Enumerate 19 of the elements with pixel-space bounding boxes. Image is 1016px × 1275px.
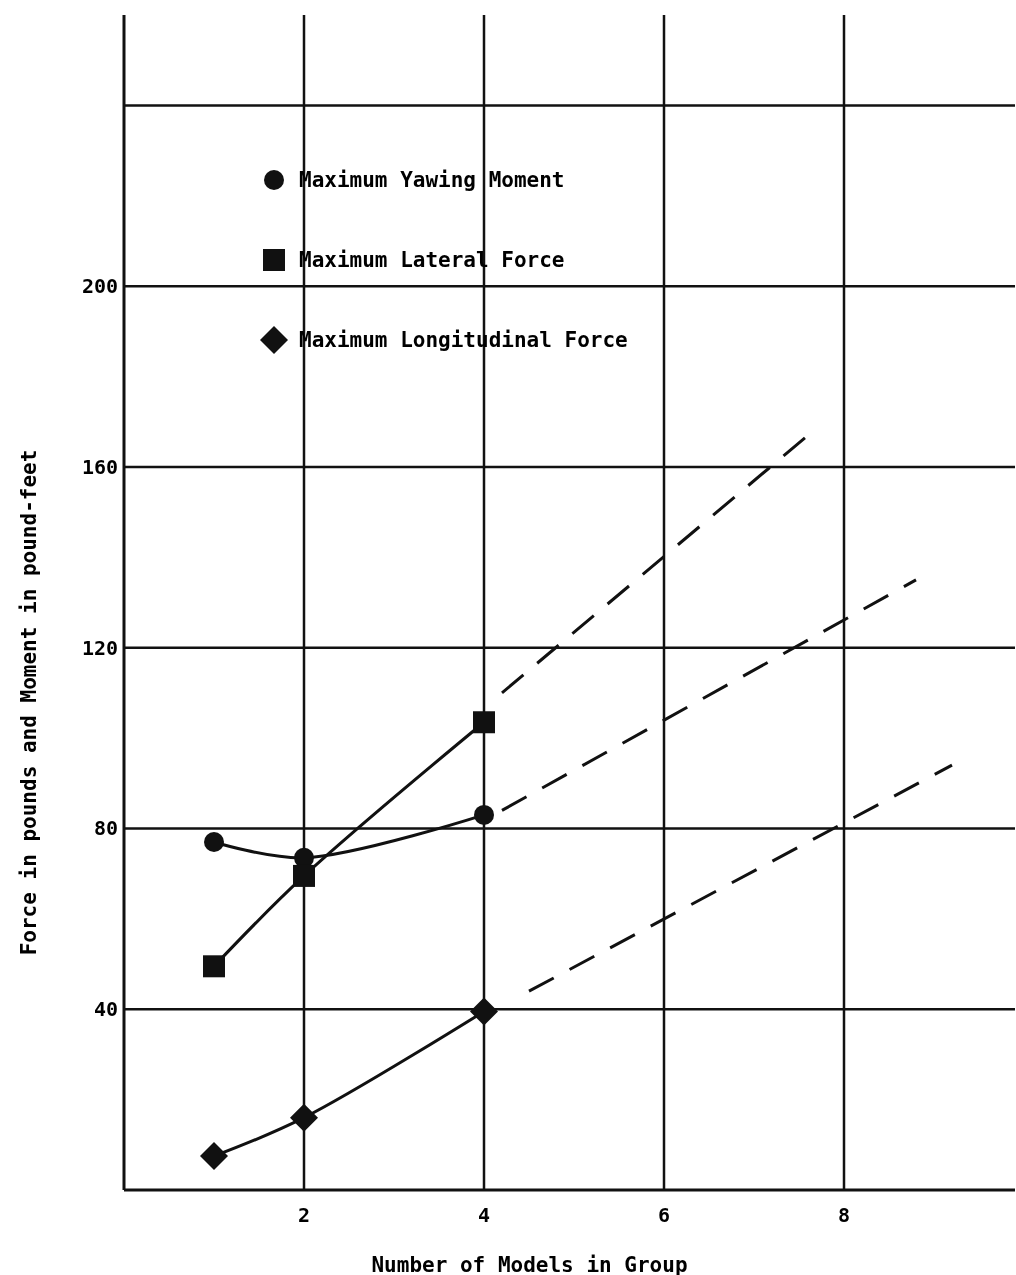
x-tick-label: 2	[297, 1203, 311, 1227]
y-tick-label: 120	[81, 635, 118, 660]
point	[294, 847, 314, 868]
point	[474, 804, 494, 825]
y-tick-label: 40	[93, 997, 118, 1022]
x-tick-label: 8	[837, 1203, 851, 1227]
y-axis-title: Force in pounds and Moment in pound-feet	[17, 449, 41, 956]
y-tick-label: 200	[81, 274, 118, 299]
y-tick-label: 160	[81, 454, 118, 479]
point	[200, 1142, 228, 1171]
point	[204, 832, 224, 853]
point	[203, 955, 225, 978]
point	[473, 711, 495, 734]
x-tick-label: 4	[477, 1203, 491, 1227]
x-tick-label: 6	[657, 1203, 671, 1227]
point	[290, 1103, 318, 1132]
point	[293, 864, 315, 887]
point	[470, 997, 498, 1026]
y-tick-label: 80	[93, 816, 118, 841]
